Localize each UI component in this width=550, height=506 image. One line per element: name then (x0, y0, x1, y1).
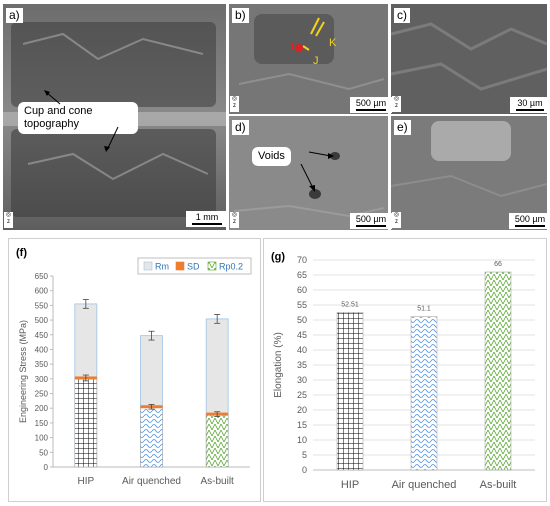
chart-g: (g) 0 5 10 15 20 25 30 35 40 45 50 55 60 65 70 Elongatio… (271, 251, 535, 491)
micrograph-c (391, 4, 547, 114)
cup-and-cone-annotation: Cup and cone topography (18, 102, 138, 134)
y-tick-label: 500 (35, 316, 49, 325)
bar-rp02 (205, 413, 229, 468)
y-tick-label: 70 (297, 255, 307, 265)
micrograph-d-texture (229, 116, 388, 230)
y-tick-label: 250 (35, 390, 49, 399)
legend-label: SD (187, 262, 200, 272)
y-tick-label: 40 (297, 345, 307, 355)
micrograph-b (229, 4, 388, 114)
x-tick-label: As-built (200, 476, 234, 487)
bar-elongation (410, 316, 438, 471)
y-tick-label: 650 (35, 272, 49, 281)
y-axis-title: Elongation (%) (273, 332, 284, 398)
y-tick-label: 15 (297, 420, 307, 430)
panel-label-e: e) (394, 120, 411, 135)
y-tick-label: 50 (39, 448, 48, 457)
scalebar-e-label: 500 µm (514, 214, 546, 224)
y-tick-label: 200 (35, 404, 49, 413)
micrograph-e-texture (391, 116, 547, 230)
voids-annotation: Voids (252, 147, 291, 166)
y-tick-label: 150 (35, 419, 49, 428)
y-tick-label: 20 (297, 405, 307, 415)
scalebar-b-label: 500 µm (355, 98, 387, 108)
chart-g-panel-label: (g) (271, 251, 285, 263)
marker-i: I (291, 41, 294, 53)
bar-rp02 (140, 406, 163, 468)
y-tick-label: 350 (35, 360, 49, 369)
legend-swatch (143, 261, 153, 271)
y-tick-label: 0 (44, 463, 49, 472)
bar-rp02 (74, 377, 98, 468)
scalebar-b: 500 µm (350, 97, 392, 113)
annotation-arrows-a (44, 90, 119, 152)
y-tick-label: 10 (297, 435, 307, 445)
panel-label-d: d) (232, 120, 249, 135)
y-tick-label: 600 (35, 287, 49, 296)
scalebar-e: 500 µm (509, 213, 550, 229)
y-tick-label: 450 (35, 331, 49, 340)
z-axis-icon-a: ◎ z (4, 212, 13, 228)
legend-label: Rm (155, 262, 169, 272)
y-tick-label: 35 (297, 360, 307, 370)
panel-label-b: b) (232, 8, 249, 23)
annotation-line-1: Cup and cone (24, 105, 93, 117)
scalebar-d: 500 µm (350, 213, 392, 229)
bar-elongation (484, 271, 512, 471)
scalebar-c-label: 30 µm (517, 98, 543, 108)
data-label: 52.51 (341, 301, 359, 308)
y-tick-label: 25 (297, 390, 307, 400)
y-tick-label: 5 (302, 450, 307, 460)
micrograph-d (229, 116, 388, 230)
y-axis-title: Engineering Stress (MPa) (18, 320, 28, 423)
y-tick-label: 55 (297, 300, 307, 310)
y-tick-label: 550 (35, 301, 49, 310)
x-tick-label: HIP (341, 479, 359, 491)
legend-label: Rp0.2 (219, 262, 243, 272)
y-tick-label: 100 (35, 434, 49, 443)
x-tick-label: Air quenched (392, 479, 457, 491)
y-tick-label: 60 (297, 285, 307, 295)
bar-elongation (336, 312, 364, 471)
annotation-line-2: topography (24, 118, 80, 130)
data-label: 51.1 (417, 306, 431, 313)
scalebar-c: 30 µm (510, 97, 550, 113)
y-tick-label: 30 (297, 375, 307, 385)
chart-f-panel-label: (f) (16, 247, 27, 259)
legend-swatch (175, 261, 185, 271)
x-tick-label: HIP (77, 476, 94, 487)
scalebar-a: 1 mm (186, 211, 228, 227)
micrograph-e (391, 116, 547, 230)
legend-swatch (207, 261, 217, 271)
data-label: 66 (494, 261, 502, 268)
y-tick-label: 400 (35, 345, 49, 354)
panel-label-a: a) (6, 8, 23, 23)
z-axis-icon-c: ◎ z (392, 96, 401, 112)
legend-box (137, 257, 252, 275)
y-tick-label: 65 (297, 270, 307, 280)
y-tick-label: 50 (297, 315, 307, 325)
z-axis-icon-e: ◎ z (392, 212, 401, 228)
y-tick-label: 0 (302, 465, 307, 475)
y-tick-label: 300 (35, 375, 49, 384)
chart-f: (f) 0 50 100 150 200 250 300 350 400 450 500 550 600 6… (16, 247, 252, 487)
x-tick-label: Air quenched (122, 476, 181, 487)
scalebar-a-label: 1 mm (195, 212, 219, 222)
micrograph-b-texture (229, 4, 388, 114)
z-axis-icon-b: ◎ z (230, 96, 239, 112)
y-tick-label: 45 (297, 330, 307, 340)
micrograph-c-texture (391, 4, 547, 114)
z-axis-icon-d: ◎ z (230, 212, 239, 228)
annotation-arrows-d (300, 151, 334, 192)
scalebar-d-label: 500 µm (355, 214, 387, 224)
x-tick-label: As-built (480, 479, 517, 491)
marker-j: J (313, 55, 319, 67)
marker-k: K (329, 37, 337, 49)
panel-label-c: c) (394, 8, 410, 23)
markers-b: I J K (291, 17, 337, 67)
